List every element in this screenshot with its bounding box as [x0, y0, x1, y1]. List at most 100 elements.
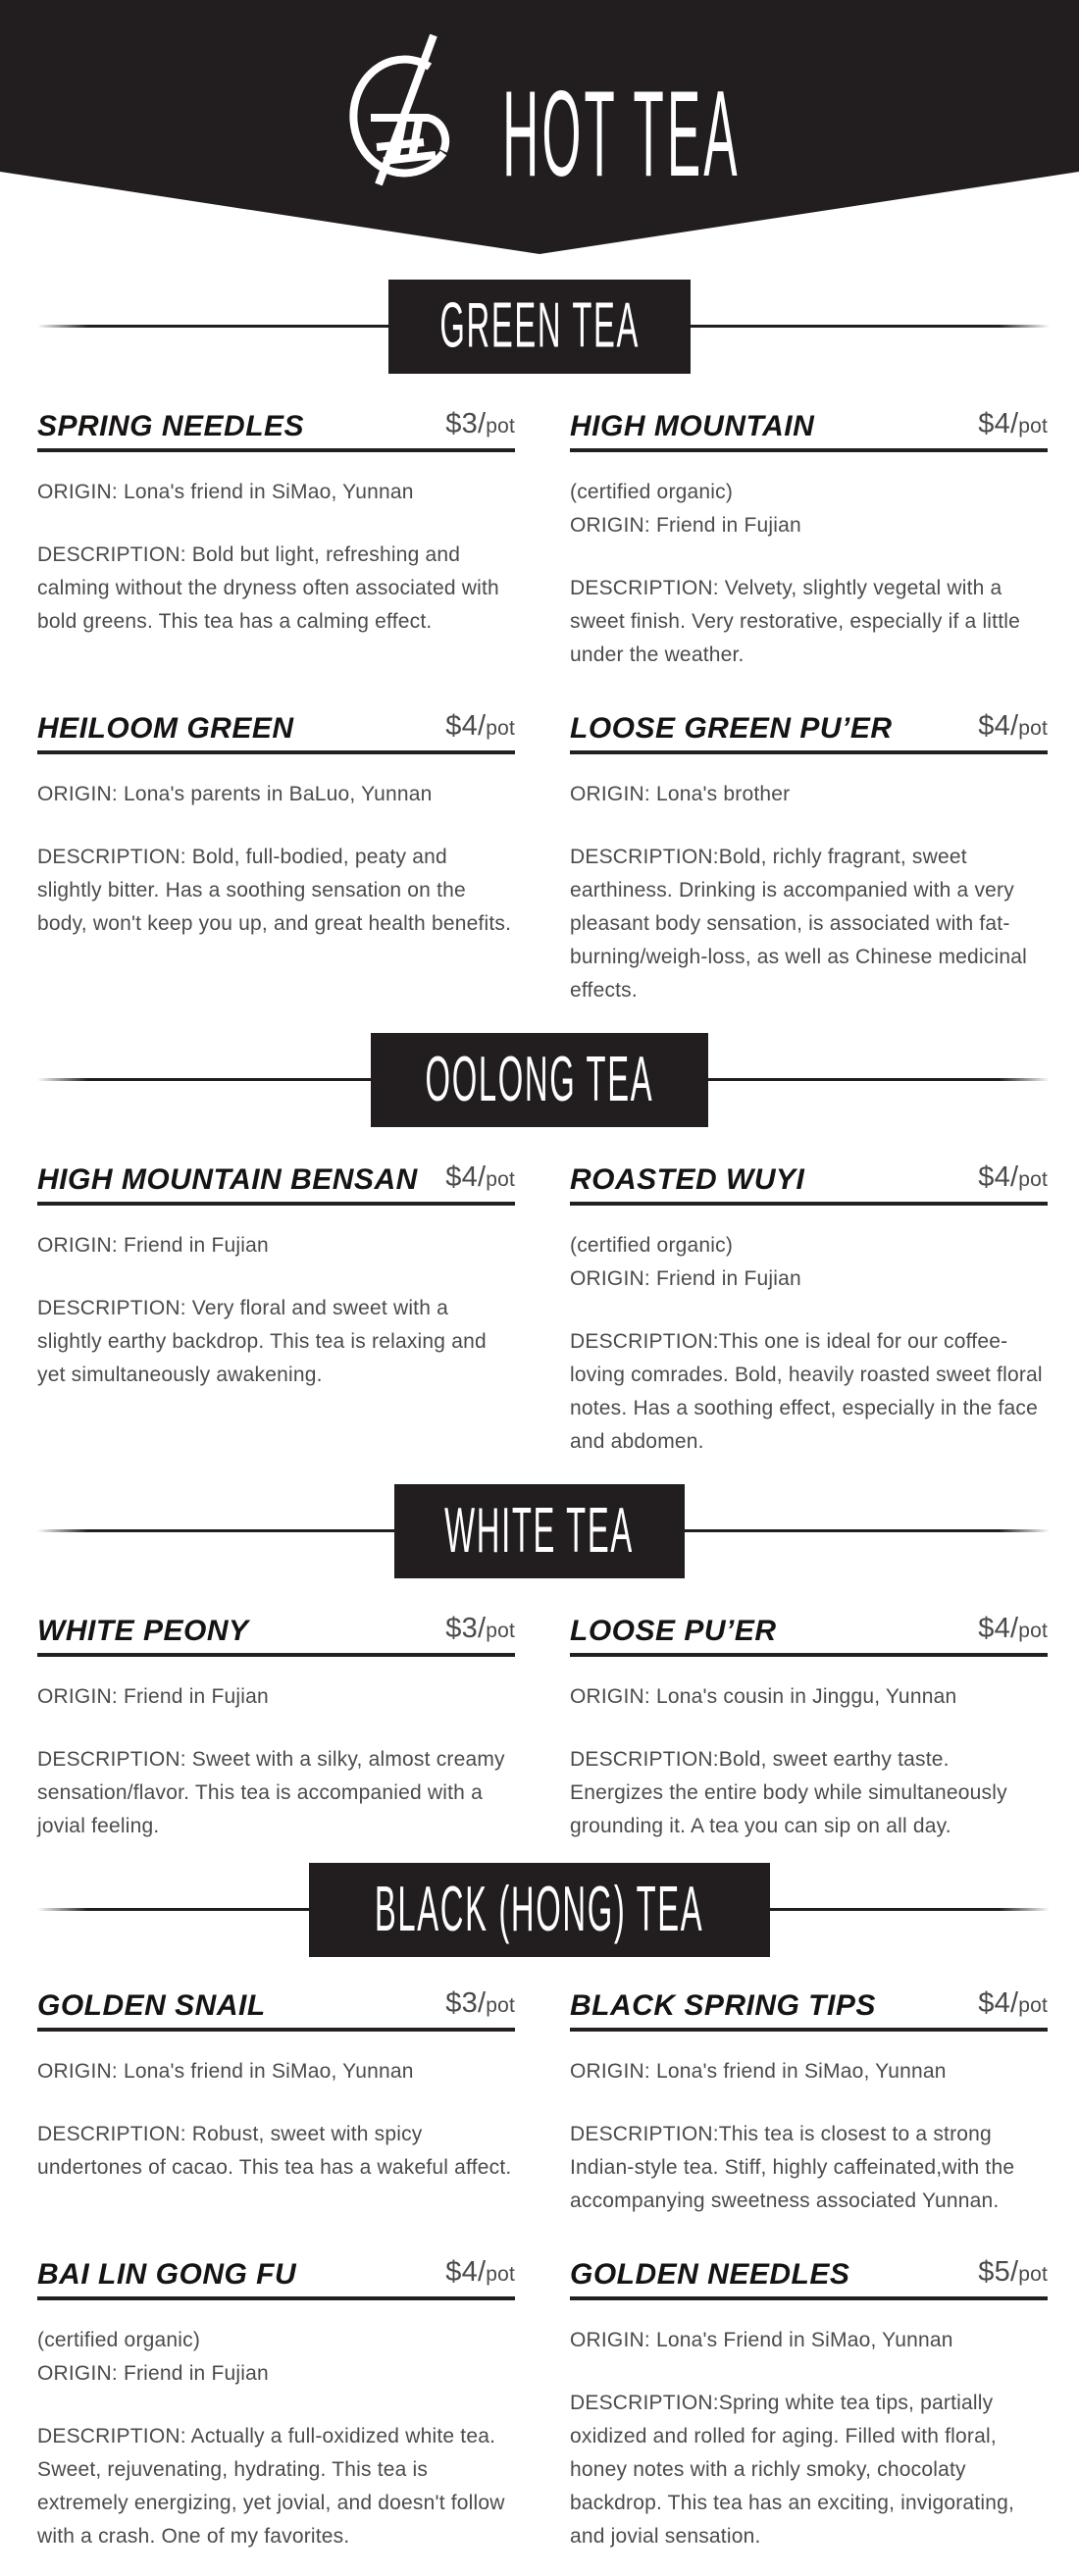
section-oolong-tea: OOLONG TEA HIGH MOUNTAIN BENSAN $4/pot O…	[0, 1033, 1079, 1459]
item-price: $4/pot	[978, 1986, 1048, 2023]
item-divider	[37, 448, 515, 452]
price-unit: pot	[486, 717, 515, 740]
item-header: ROASTED WUYI $4/pot	[570, 1160, 1048, 1197]
section-title-box: GREEN TEA	[387, 280, 692, 374]
item-description: DESCRIPTION: Velvety, slightly vegetal w…	[570, 577, 1020, 666]
price-amount: $5/	[978, 2256, 1019, 2288]
price-amount: $4/	[978, 1987, 1019, 2019]
section-title-box: WHITE TEA	[394, 1484, 685, 1578]
item-price: $3/pot	[445, 407, 515, 443]
item-header: HIGH MOUNTAIN BENSAN $4/pot	[37, 1160, 515, 1197]
item-meta: (certified organic) ORIGIN: Friend in Fu…	[37, 2324, 515, 2391]
menu-item: WHITE PEONY $3/pot ORIGIN: Friend in Fuj…	[37, 1612, 515, 1843]
header-banner: HOT TEA	[0, 0, 1079, 254]
item-price: $4/pot	[445, 2255, 515, 2292]
brand-logo-icon	[349, 33, 450, 186]
item-organic-note: (certified organic)	[570, 481, 734, 503]
section-title: OOLONG TEA	[425, 1044, 654, 1114]
item-price: $4/pot	[445, 1160, 515, 1197]
item-divider	[37, 1653, 515, 1657]
item-divider	[570, 1653, 1048, 1657]
menu-item: BAI LIN GONG FU $4/pot (certified organi…	[37, 2255, 515, 2553]
item-origin: ORIGIN: Friend in Fujian	[37, 1685, 269, 1708]
item-origin: ORIGIN: Lona's friend in SiMao, Yunnan	[37, 2060, 414, 2083]
item-divider	[570, 2028, 1048, 2032]
item-divider	[570, 2296, 1048, 2300]
price-amount: $4/	[445, 710, 487, 742]
section-header: BLACK (HONG) TEA	[0, 1863, 1079, 1957]
item-divider	[570, 750, 1048, 754]
price-unit: pot	[1018, 2263, 1048, 2286]
item-description: DESCRIPTION: Bold but light, refreshing …	[37, 543, 499, 633]
item-price: $4/pot	[978, 407, 1048, 443]
section-header: WHITE TEA	[0, 1484, 1079, 1578]
item-name: GOLDEN SNAIL	[37, 1989, 266, 2023]
section-title: GREEN TEA	[439, 290, 640, 361]
item-origin: ORIGIN: Lona's friend in SiMao, Yunnan	[37, 481, 414, 503]
price-unit: pot	[1018, 717, 1048, 740]
price-unit: pot	[1018, 1620, 1048, 1642]
item-meta: ORIGIN: Lona's cousin in Jinggu, Yunnan	[570, 1680, 1048, 1714]
item-price: $4/pot	[978, 709, 1048, 746]
item-header: BAI LIN GONG FU $4/pot	[37, 2255, 515, 2292]
item-origin: ORIGIN: Friend in Fujian	[570, 1267, 801, 1290]
section-black-hong-tea: BLACK (HONG) TEA GOLDEN SNAIL $3/pot ORI…	[0, 1863, 1079, 2553]
price-amount: $4/	[978, 1613, 1019, 1644]
item-header: HEILOOM GREEN $4/pot	[37, 709, 515, 746]
price-amount: $4/	[978, 710, 1019, 742]
section-items: WHITE PEONY $3/pot ORIGIN: Friend in Fuj…	[0, 1612, 1079, 1843]
item-header: BLACK SPRING TIPS $4/pot	[570, 1986, 1048, 2023]
price-unit: pot	[1018, 415, 1048, 438]
item-origin: ORIGIN: Friend in Fujian	[37, 2362, 269, 2385]
price-unit: pot	[486, 1994, 515, 2017]
price-unit: pot	[486, 1168, 515, 1191]
item-description: DESCRIPTION:Bold, richly fragrant, sweet…	[570, 846, 1027, 1002]
item-divider	[37, 2296, 515, 2300]
item-name: LOOSE GREEN PU’ER	[570, 712, 893, 746]
item-header: HIGH MOUNTAIN $4/pot	[570, 407, 1048, 443]
item-divider	[570, 448, 1048, 452]
item-name: LOOSE PU’ER	[570, 1615, 777, 1648]
item-description: DESCRIPTION: Sweet with a silky, almost …	[37, 1748, 505, 1837]
item-price: $5/pot	[978, 2255, 1048, 2292]
banner-background	[0, 0, 1079, 172]
section-header: OOLONG TEA	[0, 1033, 1079, 1127]
item-origin: ORIGIN: Lona's friend in SiMao, Yunnan	[570, 2060, 947, 2083]
item-description: DESCRIPTION: Very floral and sweet with …	[37, 1297, 487, 1386]
item-organic-note: (certified organic)	[570, 1234, 734, 1257]
menu-item: BLACK SPRING TIPS $4/pot ORIGIN: Lona's …	[570, 1986, 1048, 2218]
item-price: $4/pot	[445, 709, 515, 746]
item-meta: ORIGIN: Friend in Fujian	[37, 1680, 515, 1714]
section-title-box: BLACK (HONG) TEA	[309, 1863, 770, 1957]
item-meta: ORIGIN: Lona's friend in SiMao, Yunnan	[37, 476, 515, 509]
menu-item: GOLDEN NEEDLES $5/pot ORIGIN: Lona's Fri…	[570, 2255, 1048, 2553]
item-origin: ORIGIN: Lona's brother	[570, 783, 791, 805]
menu-item: GOLDEN SNAIL $3/pot ORIGIN: Lona's frien…	[37, 1986, 515, 2185]
item-description: DESCRIPTION:This one is ideal for our co…	[570, 1330, 1043, 1453]
item-header: LOOSE GREEN PU’ER $4/pot	[570, 709, 1048, 746]
menu-item: LOOSE GREEN PU’ER $4/pot ORIGIN: Lona's …	[570, 709, 1048, 1007]
item-name: BLACK SPRING TIPS	[570, 1989, 876, 2023]
price-amount: $3/	[445, 1613, 487, 1644]
item-origin: ORIGIN: Friend in Fujian	[570, 514, 801, 537]
item-divider	[37, 750, 515, 754]
item-meta: ORIGIN: Lona's parents in BaLuo, Yunnan	[37, 778, 515, 811]
item-name: GOLDEN NEEDLES	[570, 2258, 850, 2292]
item-organic-note: (certified organic)	[37, 2329, 201, 2351]
section-items: GOLDEN SNAIL $3/pot ORIGIN: Lona's frien…	[0, 1986, 1079, 2553]
section-title-box: OOLONG TEA	[371, 1033, 708, 1127]
item-divider	[570, 1202, 1048, 1206]
item-description: DESCRIPTION: Actually a full-oxidized wh…	[37, 2425, 505, 2548]
item-header: LOOSE PU’ER $4/pot	[570, 1612, 1048, 1648]
price-amount: $3/	[445, 408, 487, 439]
menu-item: ROASTED WUYI $4/pot (certified organic) …	[570, 1160, 1048, 1459]
item-header: GOLDEN NEEDLES $5/pot	[570, 2255, 1048, 2292]
item-header: GOLDEN SNAIL $3/pot	[37, 1986, 515, 2023]
item-description: DESCRIPTION: Bold, full-bodied, peaty an…	[37, 846, 512, 935]
item-price: $3/pot	[445, 1612, 515, 1648]
item-description: DESCRIPTION: Robust, sweet with spicy un…	[37, 2123, 512, 2179]
page-title-text: HOT TEA	[502, 64, 742, 203]
item-description: DESCRIPTION:Spring white tea tips, parti…	[570, 2392, 1015, 2548]
section-header: GREEN TEA	[0, 280, 1079, 374]
